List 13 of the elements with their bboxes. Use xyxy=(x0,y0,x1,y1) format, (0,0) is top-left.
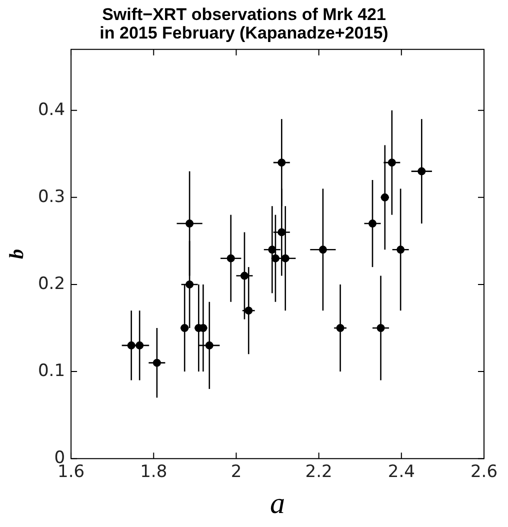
y-axis-title: b xyxy=(6,249,28,259)
x-tick-label: 2 xyxy=(230,462,242,482)
y-tick-label: 0.3 xyxy=(38,186,66,207)
text: Swift−XRT observations of Mrk 421 xyxy=(102,5,386,24)
x-tick-label: 2.4 xyxy=(388,462,415,482)
x-tick-label: 1.8 xyxy=(140,462,168,482)
y-tick-label: 0.4 xyxy=(38,100,66,120)
x-tick-label: 2.6 xyxy=(470,462,498,482)
x-axis-title: a xyxy=(270,486,286,520)
y-tick-label: 0.2 xyxy=(38,274,66,294)
y-tick-label: 0.1 xyxy=(38,360,66,381)
x-tick-label: 2.2 xyxy=(305,462,332,482)
text: in 2015 February (Kapanadze+2015) xyxy=(100,24,388,43)
